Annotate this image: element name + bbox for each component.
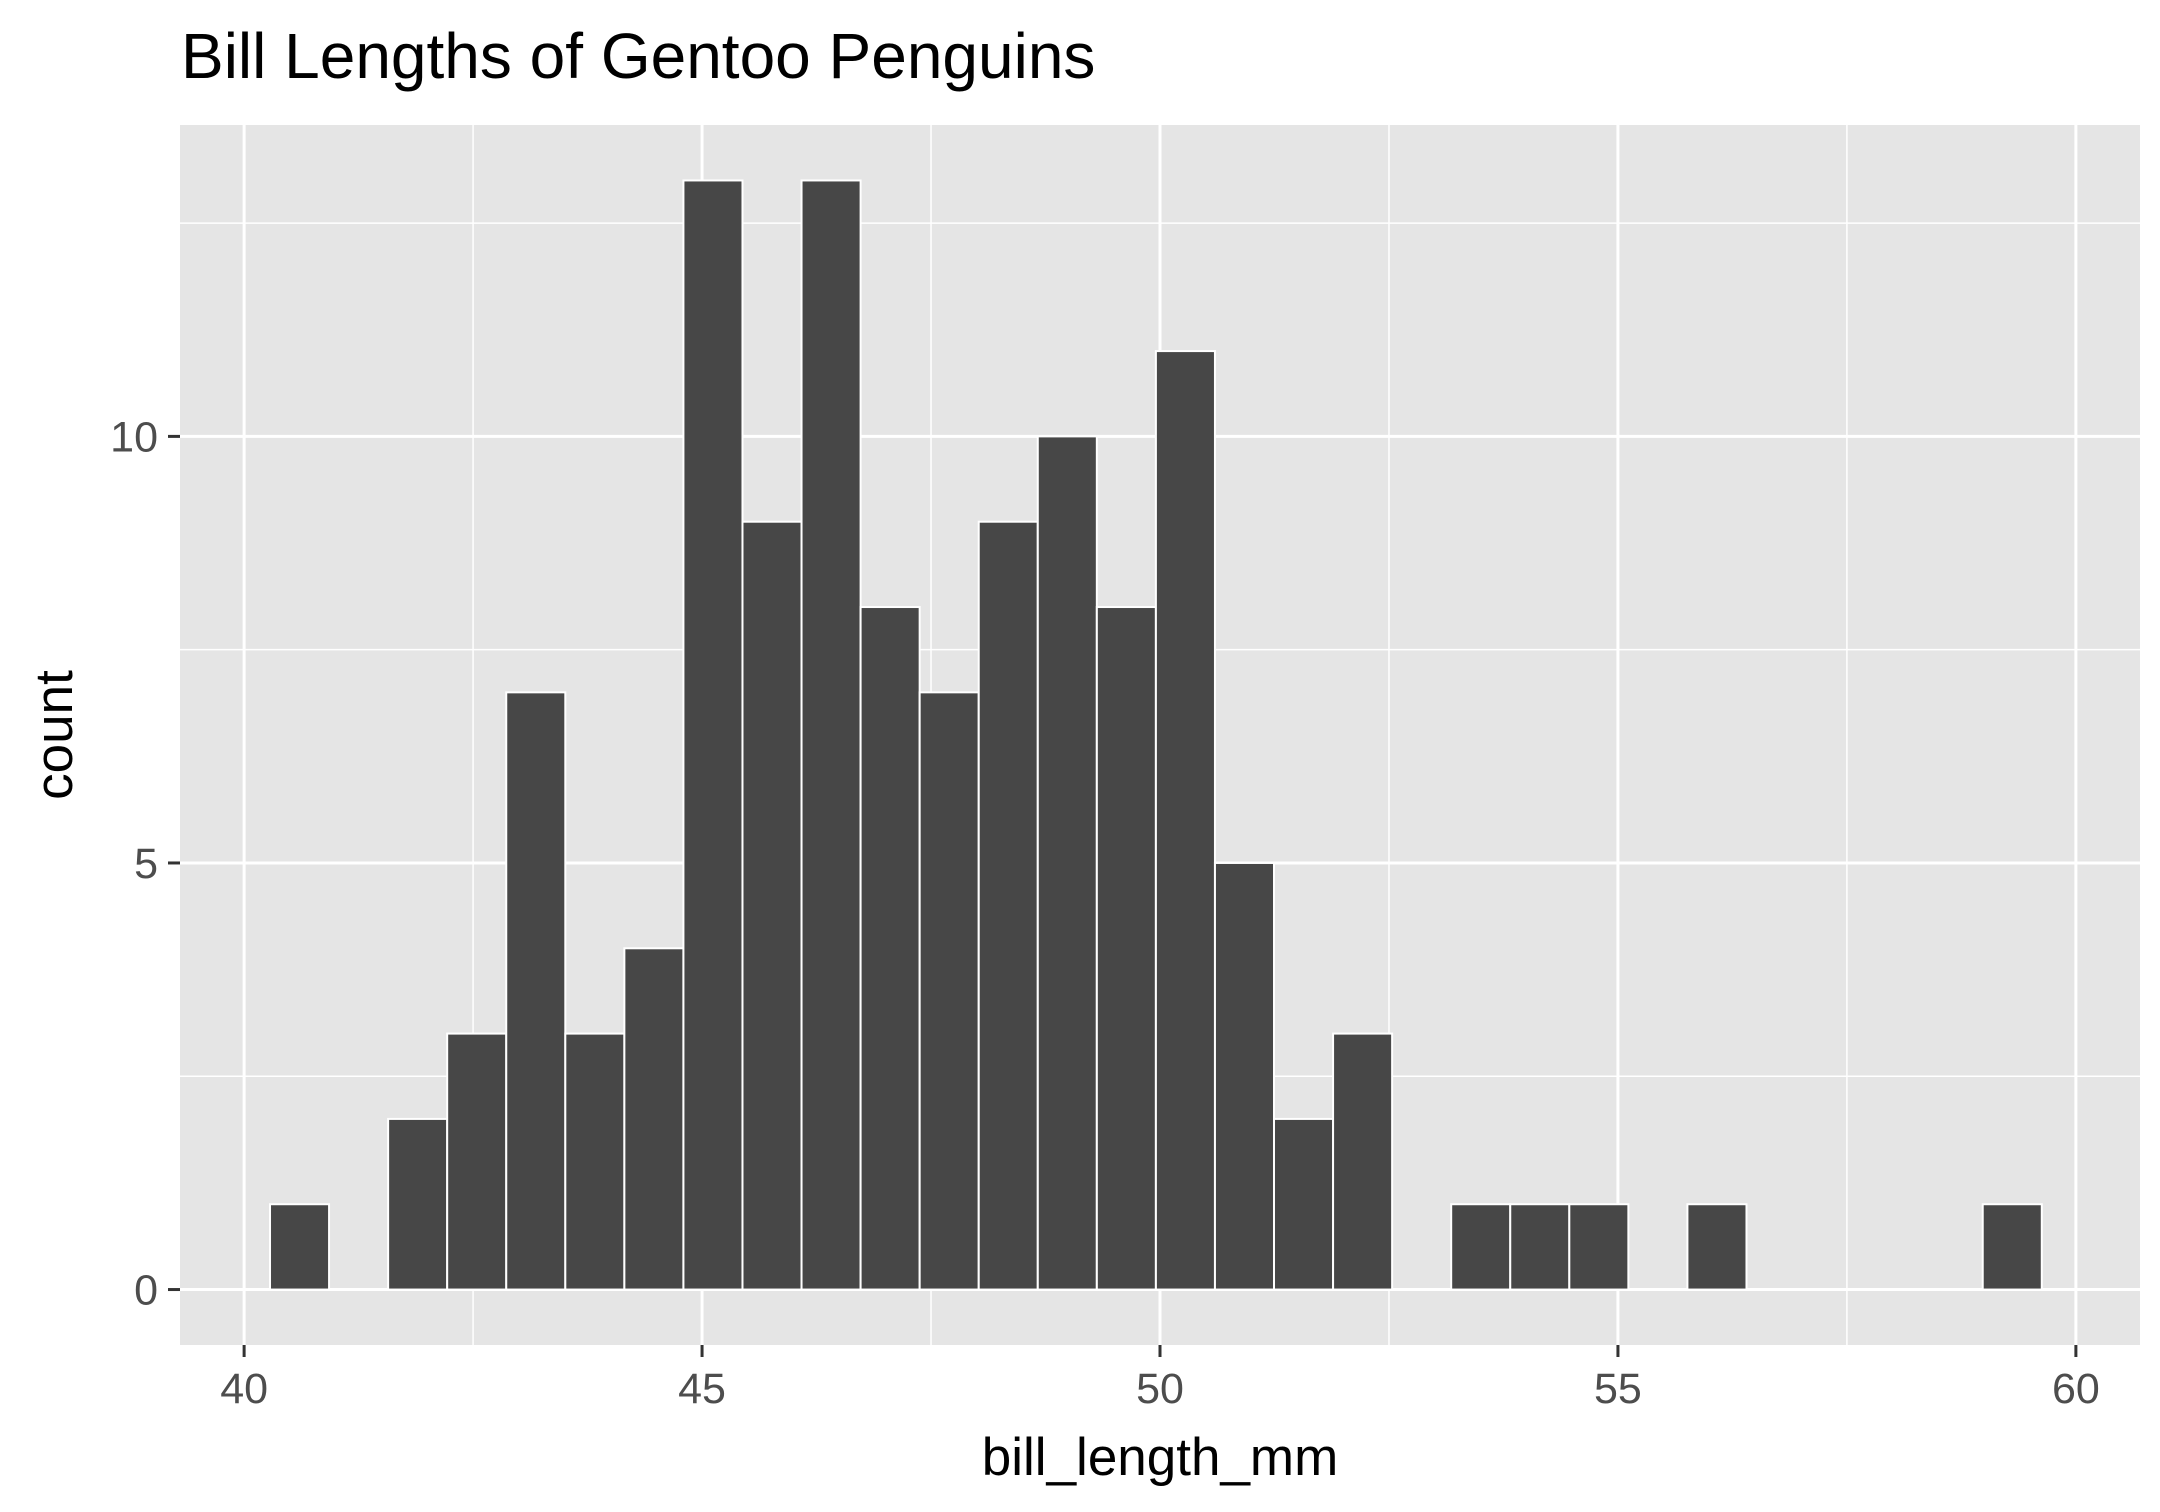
x-tick-label: 45 <box>678 1365 726 1413</box>
histogram-bar <box>1036 435 1098 1291</box>
histogram-bar <box>446 1032 508 1291</box>
y-tick-label: 0 <box>134 1267 158 1315</box>
histogram-bar <box>623 947 685 1291</box>
chart-title: Bill Lengths of Gentoo Penguins <box>181 20 1095 92</box>
histogram-bar <box>1213 861 1276 1291</box>
y-axis-title: count <box>25 670 84 800</box>
x-tick-label: 60 <box>2052 1365 2100 1413</box>
y-tick-label: 5 <box>134 840 158 888</box>
x-tick-label: 40 <box>220 1365 268 1413</box>
histogram-bar <box>1450 1203 1512 1291</box>
x-axis-title: bill_length_mm <box>982 1428 1338 1487</box>
histogram-bar <box>977 520 1039 1291</box>
y-tick-label: 10 <box>110 413 158 461</box>
histogram-bar <box>1332 1032 1394 1291</box>
histogram-bar <box>741 520 803 1291</box>
x-axis-ticks: 40 45 50 55 60 <box>220 1345 2100 1413</box>
histogram-bar <box>1981 1203 2043 1291</box>
histogram-bar <box>1154 350 1216 1291</box>
histogram-bar <box>1509 1203 1571 1291</box>
histogram-bar <box>269 1203 331 1291</box>
x-tick-label: 55 <box>1594 1365 1642 1413</box>
histogram-bars <box>269 179 2043 1291</box>
x-tick-label: 50 <box>1136 1365 1184 1413</box>
histogram-bar <box>682 179 744 1291</box>
histogram-bar <box>387 1117 449 1291</box>
histogram-bar <box>564 1032 626 1291</box>
y-axis-ticks: 0 5 10 <box>110 413 180 1315</box>
histogram-bar <box>1686 1203 1748 1291</box>
histogram-bar <box>918 691 980 1291</box>
histogram-bar <box>505 691 567 1291</box>
histogram-bar <box>800 179 862 1291</box>
histogram-bar <box>1095 606 1157 1291</box>
histogram-bar <box>1273 1117 1335 1291</box>
histogram-bar <box>1568 1203 1630 1291</box>
histogram-bar <box>859 606 921 1291</box>
